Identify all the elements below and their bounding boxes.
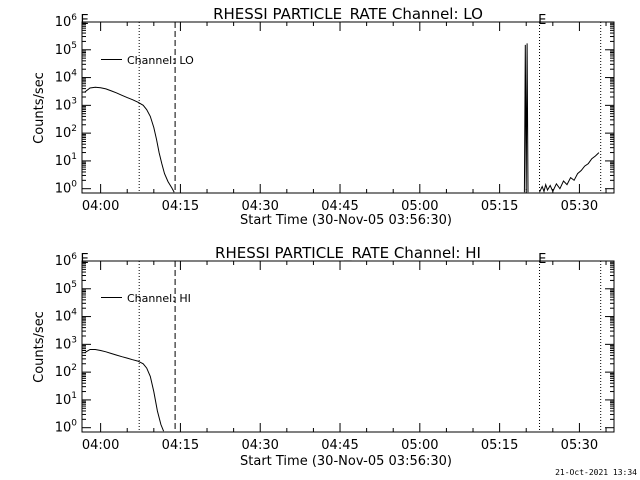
y-tick-label: 106 <box>55 13 78 30</box>
data-series <box>84 349 165 432</box>
reference-lines <box>138 22 602 193</box>
chart-panel-hi: RHESSI PARTICLE_RATE Channel: HI Counts/… <box>32 244 615 469</box>
plot-frame <box>81 21 615 194</box>
axis-ticks: 04:00 04:15 04:30 04:45 05:00 05:15 05:30 100 10… <box>55 252 614 453</box>
x-axis-label: Start Time (30-Nov-05 03:56:30) <box>240 454 452 469</box>
y-tick-label: 102 <box>55 363 77 380</box>
x-tick-label: 05:00 <box>401 438 438 453</box>
x-tick-label: 04:15 <box>162 438 199 453</box>
y-axis-label: Counts/sec <box>32 72 47 144</box>
y-tick-label: 104 <box>55 69 78 86</box>
edge-marker: E <box>538 13 546 28</box>
y-tick-label: 101 <box>55 391 77 408</box>
x-tick-label: 04:15 <box>162 199 199 214</box>
x-axis-label: Start Time (30-Nov-05 03:56:30) <box>240 213 452 228</box>
chart-panel-lo: RHESSI PARTICLE_RATE Channel: LO Counts/… <box>32 5 615 228</box>
y-tick-label: 105 <box>55 280 77 297</box>
series-line <box>84 349 165 432</box>
x-tick-label: 04:30 <box>241 199 278 214</box>
y-tick-label: 100 <box>55 419 78 436</box>
timestamp: 21-Oct-2021 13:34 <box>555 468 637 477</box>
x-tick-label: 05:00 <box>401 199 438 214</box>
y-axis-label: Counts/sec <box>32 311 47 383</box>
series-line <box>84 86 175 193</box>
x-tick-label: 04:00 <box>82 438 119 453</box>
reference-lines <box>138 261 602 432</box>
y-tick-label: 105 <box>55 41 77 58</box>
edge-marker: E <box>81 252 89 267</box>
x-tick-label: 04:45 <box>321 199 358 214</box>
y-tick-label: 103 <box>55 96 77 113</box>
y-tick-label: 100 <box>55 180 78 197</box>
chart-title: RHESSI PARTICLE_RATE Channel: HI <box>215 244 481 263</box>
x-tick-label: 05:15 <box>481 199 518 214</box>
y-tick-label: 104 <box>55 308 78 325</box>
x-tick-label: 05:30 <box>561 438 598 453</box>
edge-marker: E <box>538 252 546 267</box>
x-tick-label: 05:30 <box>561 199 598 214</box>
legend-label: Channel: LO <box>127 54 194 67</box>
data-series <box>84 43 600 194</box>
series-line-segment <box>523 43 529 193</box>
x-tick-label: 05:15 <box>481 438 518 453</box>
y-tick-label: 102 <box>55 124 77 141</box>
x-tick-label: 04:45 <box>321 438 358 453</box>
series-line-segment <box>539 152 600 194</box>
legend-label: Channel: HI <box>127 292 191 305</box>
y-tick-label: 101 <box>55 152 77 169</box>
edge-marker: E <box>81 13 89 28</box>
x-tick-label: 04:30 <box>241 438 278 453</box>
y-tick-label: 103 <box>55 335 77 352</box>
chart-title: RHESSI PARTICLE_RATE Channel: LO <box>213 5 483 24</box>
plot-frame <box>81 260 615 433</box>
y-tick-label: 106 <box>55 252 78 269</box>
axis-ticks: 04:00 04:15 04:30 04:45 05:00 05:15 05:30 100 10… <box>55 13 614 214</box>
x-tick-label: 04:00 <box>82 199 119 214</box>
